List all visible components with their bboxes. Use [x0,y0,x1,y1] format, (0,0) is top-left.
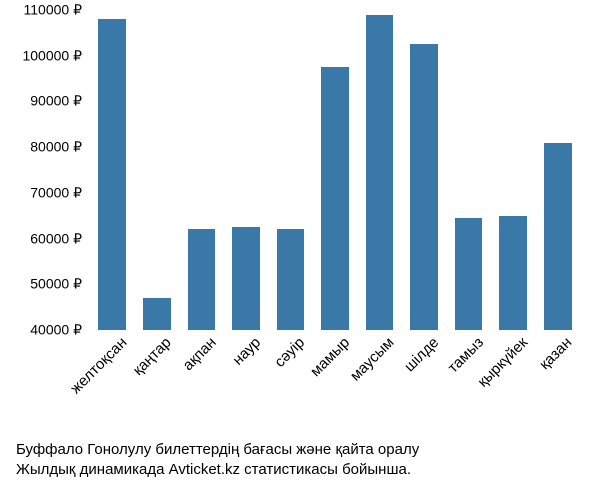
y-tick-label: 50000 ₽ [30,276,82,293]
x-tick-label: наур [229,334,264,369]
caption-line-1: Буффало Гонолулу билеттердің бағасы және… [16,440,584,460]
y-tick-label: 60000 ₽ [30,230,82,247]
bar-chart: 40000 ₽ 50000 ₽ 60000 ₽ 70000 ₽ 80000 ₽ 90000… [0,10,600,430]
x-tick-label: сәуір [272,334,309,371]
bar [143,298,171,330]
bar [232,227,260,330]
x-tick-label: тамыз [444,334,486,376]
x-tick-label: желтоқсан [67,334,130,397]
chart-caption: Буффало Гонолулу билеттердің бағасы және… [16,440,584,481]
bar [499,216,527,330]
x-tick-label: қаңтар [130,334,175,379]
bar [188,229,216,330]
bar [455,218,483,330]
x-tick-label: қазан [537,334,576,373]
caption-line-2: Жылдық динамикада Avticket.kz статистика… [16,460,584,480]
x-axis: желтоқсанқаңтарақпаннаурсәуірмамырмаусым… [90,334,580,444]
bar [321,67,349,330]
bar [366,15,394,330]
bar [544,143,572,330]
bar [277,229,305,330]
x-tick-label: шілде [401,334,442,375]
x-tick-label: маусым [347,334,398,385]
x-tick-label: мамыр [307,334,353,380]
x-tick-label: ақпан [179,334,219,374]
y-tick-label: 80000 ₽ [30,139,82,156]
y-tick-label: 110000 ₽ [24,2,82,19]
y-tick-label: 90000 ₽ [30,93,82,110]
bar [98,19,126,330]
bar [410,44,438,330]
y-tick-label: 100000 ₽ [22,47,82,64]
y-axis: 40000 ₽50000 ₽60000 ₽70000 ₽80000 ₽90000… [0,10,90,330]
y-tick-label: 40000 ₽ [30,322,82,339]
y-tick-label: 70000 ₽ [30,184,82,201]
plot-area [90,10,580,330]
